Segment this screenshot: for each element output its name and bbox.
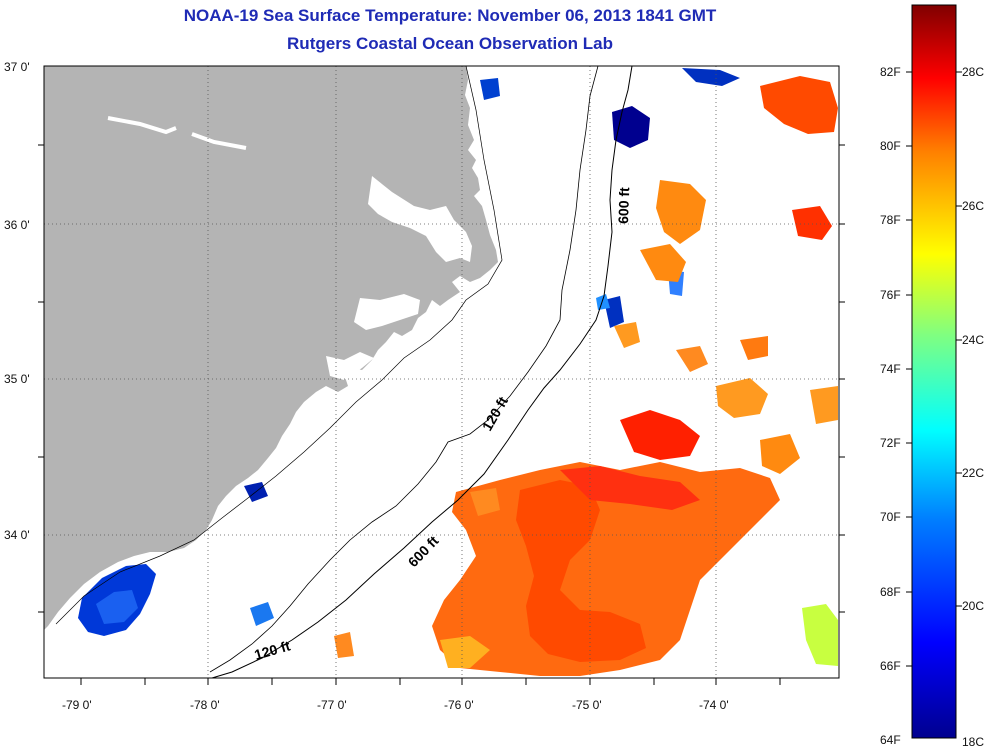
cb-c-28: 28C xyxy=(962,65,985,79)
river-albemarle xyxy=(107,116,247,150)
cb-f-70: 70F xyxy=(880,510,901,524)
cb-f-72: 72F xyxy=(880,436,901,450)
colorbar-ticks xyxy=(906,71,962,667)
grid-lines xyxy=(44,66,839,678)
cb-c-20: 20C xyxy=(962,599,985,613)
lon-label-79: -79 0' xyxy=(62,698,92,712)
cb-f-64: 64F xyxy=(880,733,901,747)
colorbar xyxy=(911,4,957,739)
cb-c-22: 22C xyxy=(962,466,985,480)
cb-f-78: 78F xyxy=(880,213,901,227)
axis-ticks xyxy=(38,144,845,685)
lat-label-34: 34 0' xyxy=(4,528,30,542)
contour-120ft xyxy=(209,65,599,673)
coast-outline xyxy=(55,65,503,625)
sound-water xyxy=(368,176,472,262)
cb-f-76: 76F xyxy=(880,288,901,302)
lon-label-77: -77 0' xyxy=(317,698,347,712)
cb-f-74: 74F xyxy=(880,362,901,376)
contour-600ft xyxy=(211,65,633,679)
sound-water-2 xyxy=(354,294,420,330)
map-frame xyxy=(43,65,840,679)
cb-f-82: 82F xyxy=(880,65,901,79)
lat-label-35: 35 0' xyxy=(4,372,30,386)
contour-label-600-north: 600 ft xyxy=(615,187,632,224)
cb-f-68: 68F xyxy=(880,585,901,599)
cb-c-24: 24C xyxy=(962,333,985,347)
sound-water-3 xyxy=(326,352,374,380)
lon-label-76: -76 0' xyxy=(444,698,474,712)
lon-label-78: -78 0' xyxy=(190,698,220,712)
map-subtitle: Rutgers Coastal Ocean Observation Lab xyxy=(287,34,613,53)
lon-label-75: -75 0' xyxy=(572,698,602,712)
cb-f-80: 80F xyxy=(880,139,901,153)
cb-f-66: 66F xyxy=(880,659,901,673)
cb-c-18: 18C xyxy=(962,735,985,749)
cb-c-26: 26C xyxy=(962,199,985,213)
lon-label-74: -74 0' xyxy=(699,698,729,712)
warm-sst-patches xyxy=(334,76,838,676)
map-title: NOAA-19 Sea Surface Temperature: Novembe… xyxy=(183,6,717,25)
lat-label-37: 37 0' xyxy=(4,60,30,74)
lat-label-36: 36 0' xyxy=(4,218,30,232)
